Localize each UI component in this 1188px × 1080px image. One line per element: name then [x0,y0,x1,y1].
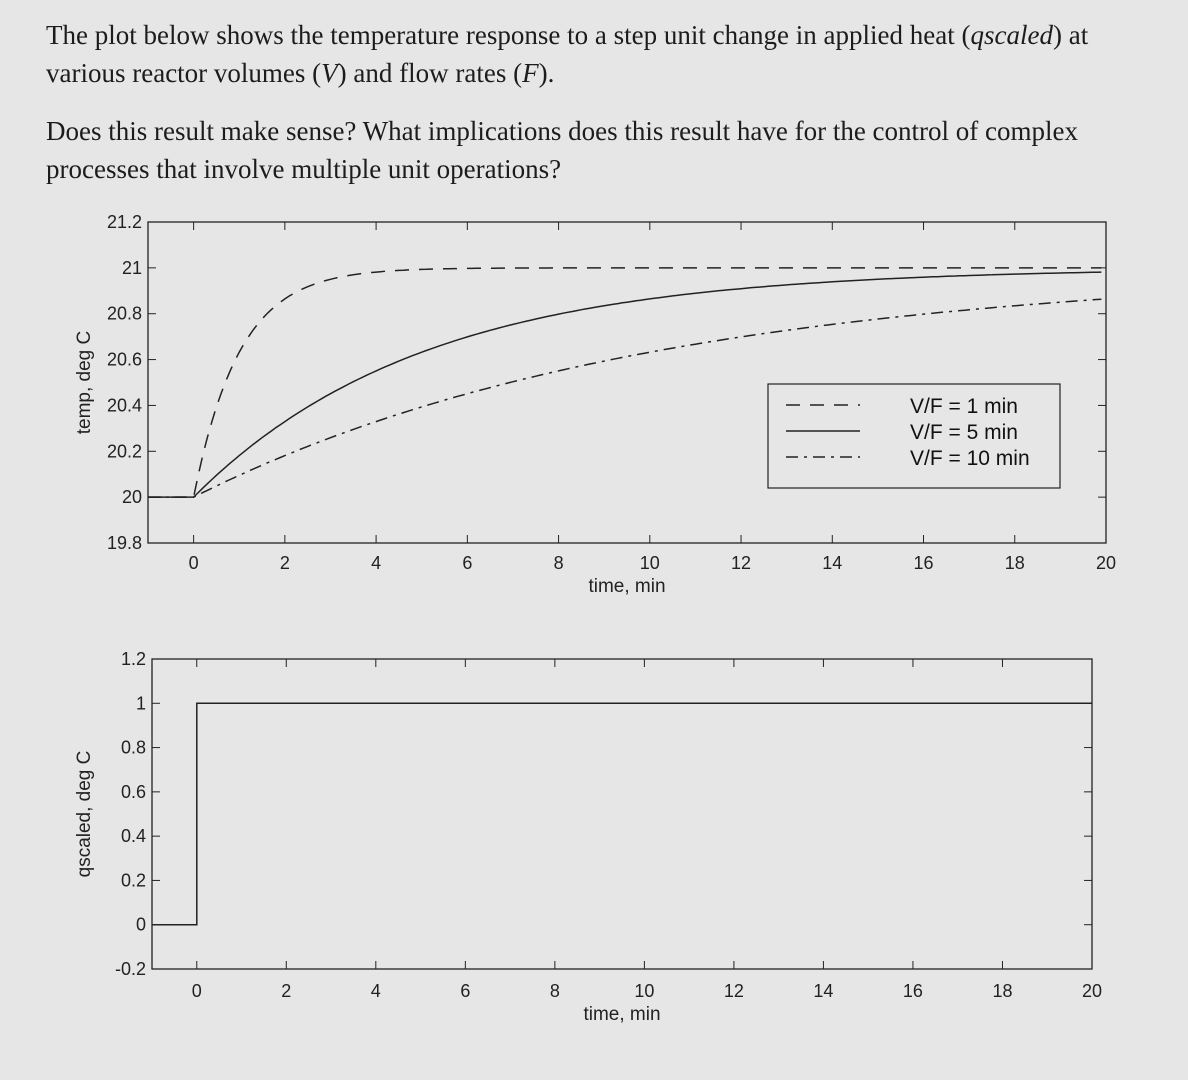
x-tick-label: 6 [460,981,470,1001]
y-tick-label: 0.2 [121,870,146,890]
x-tick-label: 18 [1005,553,1025,573]
y-tick-label: 1 [136,693,146,713]
legend-entry: V/F = 5 min [910,421,1018,444]
x-axis-label: time, min [583,1004,660,1025]
y-axis-label: qscaled, deg C [74,751,95,878]
x-tick-label: 2 [280,553,290,573]
chart-2 [151,658,1093,970]
question-text-a: The plot below shows the temperature res… [46,20,971,50]
x-tick-label: 10 [634,981,654,1001]
y-tick-label: 1.2 [121,649,146,669]
legend-entry: V/F = 1 min [910,395,1018,418]
x-tick-label: 4 [371,553,381,573]
y-axis-label: temp, deg C [74,331,95,435]
series-line-v-f-1-min [148,267,1102,498]
x-tick-label: 4 [371,981,381,1001]
x-tick-label: 12 [731,553,751,573]
series-line-1 [152,702,1092,926]
x-tick-label: 18 [992,981,1012,1001]
x-tick-label: 12 [724,981,744,1001]
x-tick-label: 10 [640,553,660,573]
x-tick-label: 16 [914,553,934,573]
question-text-c: ) and flow rates ( [337,58,523,88]
x-tick-label: 0 [189,553,199,573]
y-tick-label: -0.2 [115,959,146,979]
x-tick-label: 2 [281,981,291,1001]
y-tick-label: 20.2 [107,441,142,461]
x-tick-label: 14 [813,981,833,1001]
question-text-d: ). [538,58,555,88]
x-axis-label: time, min [588,576,665,597]
y-tick-label: 0 [136,915,146,935]
question-paragraph-2: Does this result make sense? What implic… [46,116,1078,184]
plot-frame [151,658,1093,970]
y-tick-label: 0.8 [121,738,146,758]
x-tick-label: 0 [192,981,202,1001]
y-tick-label: 20.4 [107,395,142,415]
x-tick-label: 20 [1096,553,1116,573]
y-tick-label: 20.8 [107,304,142,324]
flow-symbol: F [522,58,539,88]
legend-box [767,383,1061,489]
x-tick-label: 14 [822,553,842,573]
question-text-b: ) at various reactor volumes ( [46,20,1089,88]
legend-entry: V/F = 10 min [910,447,1030,470]
y-tick-label: 21.2 [107,212,142,232]
y-tick-label: 20.6 [107,350,142,370]
x-tick-label: 16 [903,981,923,1001]
x-tick-label: 20 [1082,981,1102,1001]
series-line-v-f-5-min [148,271,1102,498]
qscaled-term: qscaled [970,20,1053,50]
y-tick-label: 20 [122,487,142,507]
x-tick-label: 6 [462,553,472,573]
chart-1 [147,221,1107,544]
y-tick-label: 0.6 [121,782,146,802]
y-tick-label: 21 [122,258,142,278]
question-paragraph-1: The plot below shows the temperature res… [46,16,1156,92]
y-tick-label: 19.8 [107,533,142,553]
plot-frame [147,221,1107,544]
series-line-v-f-10-min [148,298,1102,498]
x-tick-label: 8 [554,553,564,573]
y-tick-label: 0.4 [121,826,146,846]
volume-symbol: V [321,58,338,88]
x-tick-label: 8 [550,981,560,1001]
